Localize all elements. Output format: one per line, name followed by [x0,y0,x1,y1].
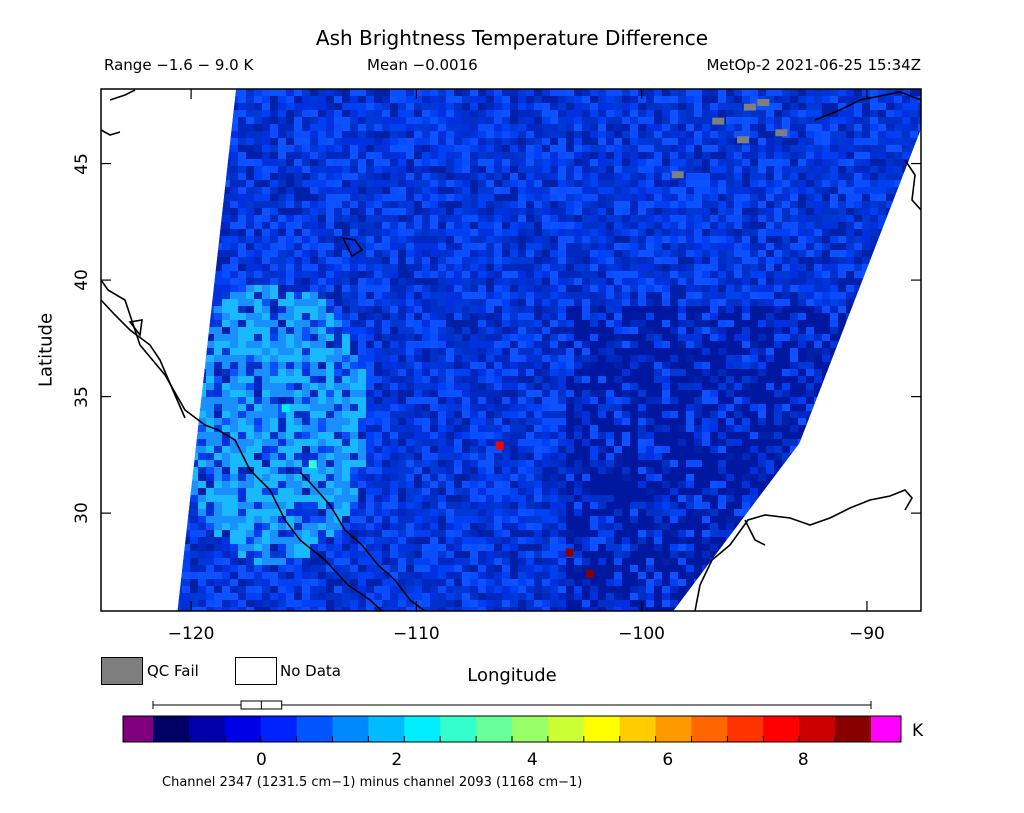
colorbar-segment [619,716,657,742]
colorbar-segment [224,716,262,742]
anomaly-pixel [565,548,574,557]
coastline-outline [101,89,921,611]
colorbar-segment [655,716,692,742]
colorbar-tick-label: 4 [526,750,538,770]
axis-ticks [101,89,921,611]
no-data-label: No Data [280,662,341,680]
colorbar-segment [727,716,764,742]
x-tick-label: −90 [848,624,885,644]
colorbar-segment [476,716,513,742]
qc-fail-pixel [671,171,684,179]
anomaly-pixel [495,441,504,450]
x-tick-label: −100 [618,624,666,644]
colorbar-unit: K [912,721,924,741]
colorbar-segment [260,716,298,742]
anomaly-pixel [281,404,290,413]
colorbar-segment [547,716,585,742]
colorbar-tick-label: 0 [255,750,267,770]
colorbar-segment [440,716,477,742]
qc-fail-label: QC Fail [147,662,199,680]
channel-description: Channel 2347 (1231.5 cm−1) minus channel… [162,775,583,790]
colorbar-segment [296,716,333,742]
range-label: Range −1.6 − 9.0 K [104,56,254,74]
colorbar-segment [799,716,836,742]
plot-frame [100,88,922,612]
colorbar-segment [835,716,872,742]
satellite-time-label: MetOp-2 2021-06-25 15:34Z [706,56,921,74]
qc-fail-swatch [101,657,143,685]
anomaly-pixel [308,460,317,469]
colorbar-segment [512,716,549,742]
colorbar-tick-label: 2 [391,750,403,770]
colorbar-under-swatch [123,716,153,742]
colorbar-segment [368,716,405,742]
colorbar-segment [404,716,441,742]
qc-fail-pixel [737,136,750,144]
x-tick-label: −120 [167,624,215,644]
x-axis-label: Longitude [467,665,557,686]
qc-fail-pixel [712,117,725,125]
colorbar-segment [691,716,728,742]
colorbar-segment [583,716,621,742]
colorbar-segment [188,716,226,742]
mean-label: Mean −0.0016 [367,56,478,74]
colorbar-over-swatch [871,716,901,742]
no-data-swatch [235,657,277,685]
colorbar-segment [153,716,190,742]
qc-fail-pixel [743,103,756,111]
colorbar-segment [763,716,800,742]
colorbar-tick-label: 8 [797,750,809,770]
x-tick-label: −110 [393,624,440,644]
colorbar-segment [332,716,369,742]
chart-title: Ash Brightness Temperature Difference [315,26,709,50]
qc-fail-pixel [757,98,770,106]
colorbar-tick-label: 6 [662,750,674,770]
anomaly-pixel [585,569,594,578]
qc-fail-pixel [775,129,788,137]
